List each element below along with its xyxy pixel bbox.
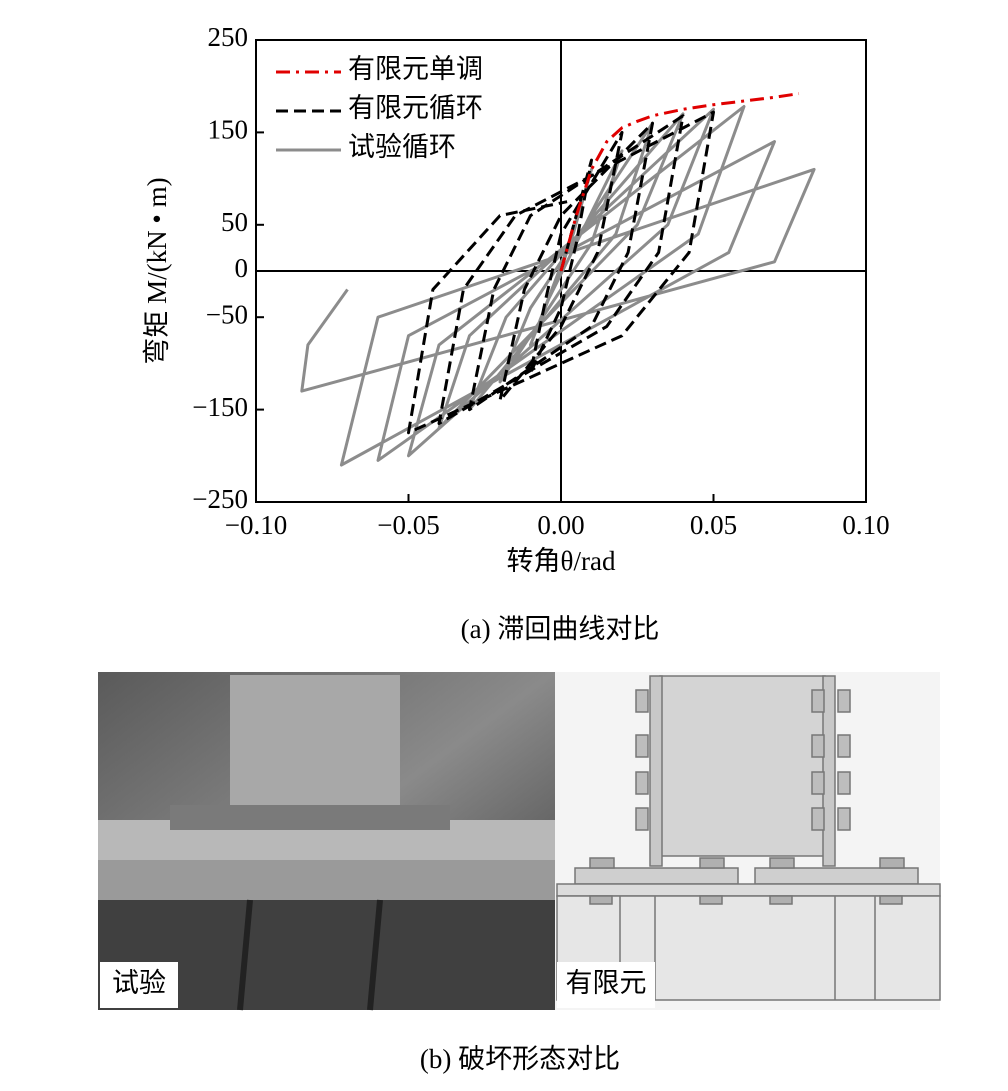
caption: (a) 滞回曲线对比 xyxy=(461,614,660,644)
x-axis-label: 转角θ/rad xyxy=(507,546,616,576)
x-tick-label: −0.10 xyxy=(225,510,287,540)
y-tick-label: 150 xyxy=(208,115,249,145)
legend-label: 试验循环 xyxy=(348,132,456,162)
y-tick-label: −50 xyxy=(206,299,248,329)
y-tick-label: 0 xyxy=(235,253,249,283)
y-axis-label: 弯矩 M/(kN • m) xyxy=(142,177,172,364)
test-photo xyxy=(98,672,555,1011)
series-line xyxy=(300,105,816,467)
y-tick-label: −250 xyxy=(192,484,248,514)
photo-label: 有限元 xyxy=(566,968,647,998)
label-box xyxy=(557,962,655,1008)
legend-label: 有限元单调 xyxy=(348,54,483,84)
x-tick-label: 0.00 xyxy=(537,510,584,540)
x-tick-label: 0.10 xyxy=(842,510,889,540)
y-tick-label: −150 xyxy=(192,392,248,422)
series-line xyxy=(559,92,800,272)
label-box xyxy=(100,962,178,1008)
fe-photo xyxy=(555,672,941,1010)
y-tick-label: 250 xyxy=(208,22,249,52)
caption: (b) 破坏形态对比 xyxy=(420,1044,620,1074)
x-tick-label: 0.05 xyxy=(690,510,737,540)
y-tick-label: 50 xyxy=(221,207,248,237)
photo-label: 试验 xyxy=(112,968,166,998)
legend-label: 有限元循环 xyxy=(348,93,483,123)
x-tick-label: −0.05 xyxy=(377,510,439,540)
series-line xyxy=(407,110,715,435)
